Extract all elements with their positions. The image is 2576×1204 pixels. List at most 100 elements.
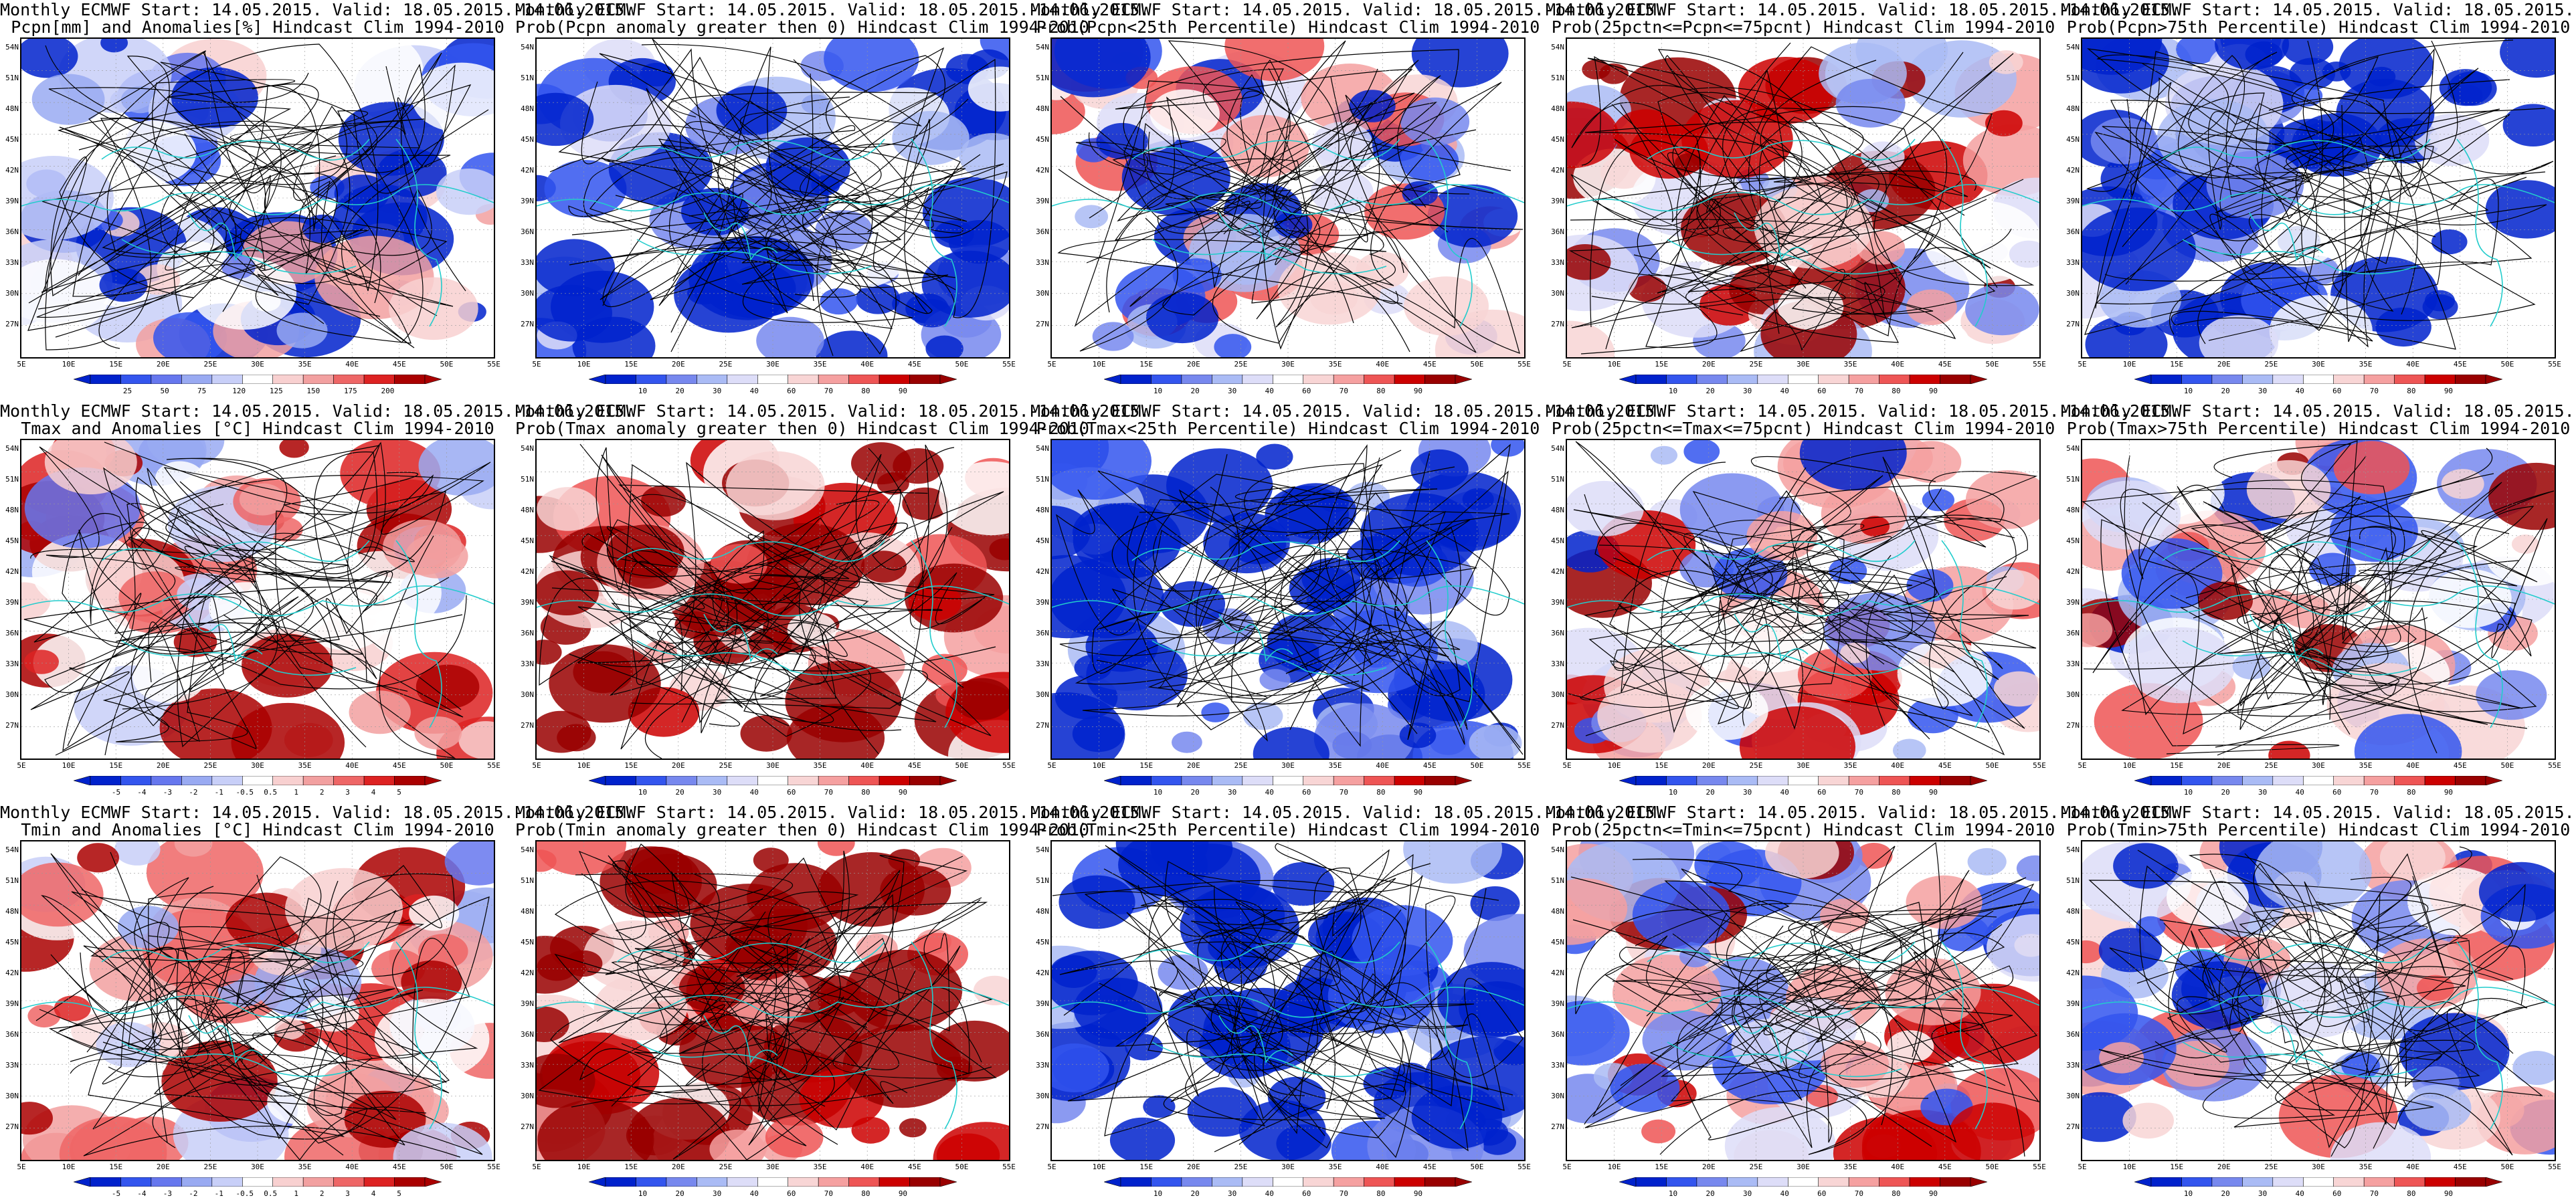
panel-title: Prob(25pctn<=Tmax<=75pcnt) Hindcast Clim… bbox=[1551, 419, 2055, 438]
shaded-region bbox=[2330, 1122, 2431, 1160]
coastline bbox=[636, 1041, 872, 1078]
lon-tick-label: 20E bbox=[1701, 761, 1716, 770]
lat-tick-label: 42N bbox=[2066, 166, 2080, 175]
map-svg bbox=[1052, 841, 1524, 1160]
colorbar-swatch bbox=[2455, 776, 2486, 785]
lon-tick-label: 35E bbox=[298, 360, 312, 369]
colorbar-swatch bbox=[1848, 375, 1880, 384]
lon-tick-label: 35E bbox=[1843, 761, 1857, 770]
colorbar-swatch bbox=[1212, 776, 1243, 785]
contour-line bbox=[2109, 849, 2526, 1053]
shaded-region bbox=[537, 487, 600, 531]
shaded-region bbox=[284, 868, 403, 951]
lon-tick-label: 45E bbox=[392, 1163, 406, 1171]
colorbar-tick-label: 30 bbox=[2258, 1189, 2268, 1198]
colorbar-tick-label: 40 bbox=[749, 387, 759, 395]
contour-line bbox=[1580, 58, 1965, 355]
contour-line bbox=[2135, 524, 2533, 716]
colorbar-tick-label: 60 bbox=[2332, 387, 2342, 395]
shaded-region bbox=[550, 39, 588, 54]
panel-header: Monthly ECMWF Start: 14.05.2015. Valid: … bbox=[0, 803, 635, 822]
colorbar-tick-label: 5 bbox=[397, 1189, 401, 1198]
lon-tick-label: 55E bbox=[1517, 1163, 1531, 1171]
colorbar-swatch bbox=[2272, 776, 2304, 785]
colorbar-swatch bbox=[90, 375, 121, 384]
contour-line bbox=[579, 443, 898, 724]
colorbar-tick-label: 70 bbox=[824, 387, 833, 395]
colorbar-swatch bbox=[363, 1177, 395, 1187]
lat-tick-label: 39N bbox=[1036, 598, 1049, 607]
colorbar bbox=[589, 1177, 957, 1187]
colorbar-swatch bbox=[1696, 375, 1728, 384]
map-svg bbox=[1052, 440, 1524, 759]
lat-tick-label: 42N bbox=[1551, 166, 1564, 175]
lon-tick-label: 40E bbox=[860, 1163, 875, 1171]
coastline bbox=[1131, 941, 1400, 963]
coastline bbox=[1131, 138, 1400, 161]
lon-tick-label: 10E bbox=[577, 761, 591, 770]
colorbar-swatch bbox=[1364, 776, 1395, 785]
colorbar-swatch bbox=[2181, 776, 2213, 785]
shaded-region bbox=[1567, 480, 1644, 536]
colorbar bbox=[1104, 1177, 1472, 1187]
contour-line bbox=[102, 892, 397, 1143]
colorbar-tick-label: 70 bbox=[2369, 387, 2379, 395]
contour-line bbox=[1571, 60, 1956, 339]
colorbar-tick-label: 80 bbox=[1376, 1189, 1386, 1198]
colorbar bbox=[74, 776, 442, 785]
shaded-region bbox=[1567, 878, 1628, 939]
colorbar-tick-label: 90 bbox=[1928, 788, 1938, 797]
colorbar-tick-label: 4 bbox=[371, 1189, 376, 1198]
contour-line bbox=[1610, 490, 2017, 733]
colorbar-tick-label: 30 bbox=[1228, 1189, 1237, 1198]
colorbar-swatch bbox=[2394, 1177, 2425, 1187]
shaded-region bbox=[973, 975, 1009, 1005]
colorbar-tick-label: 80 bbox=[2407, 387, 2416, 395]
contour-line bbox=[1178, 486, 1510, 745]
lon-tick-label: 55E bbox=[1517, 761, 1531, 770]
contour-line bbox=[558, 43, 968, 228]
lon-tick-label: 5E bbox=[532, 360, 541, 369]
shaded-region bbox=[2082, 613, 2113, 647]
shaded-region bbox=[1313, 703, 1414, 759]
contour-line bbox=[1057, 92, 1415, 304]
lon-tick-label: 30E bbox=[2312, 1163, 2325, 1171]
shaded-region bbox=[820, 288, 858, 315]
panel-header: Monthly ECMWF Start: 14.05.2015. Valid: … bbox=[515, 803, 1150, 822]
contour-line bbox=[80, 873, 470, 1078]
contour-line bbox=[1613, 517, 2028, 710]
panel-header: Monthly ECMWF Start: 14.05.2015. Valid: … bbox=[1030, 0, 1665, 19]
shaded-region bbox=[1989, 50, 2023, 74]
lat-tick-label: 48N bbox=[5, 104, 19, 113]
colorbar-tick-label: -3 bbox=[163, 788, 172, 797]
colorbar-svg bbox=[2134, 1177, 2502, 1187]
colorbar-tick-label: -0.5 bbox=[236, 788, 254, 797]
lon-tick-label: 40E bbox=[1891, 761, 1905, 770]
colorbar-tick-label: -1 bbox=[214, 788, 223, 797]
lat-tick-label: 54N bbox=[1036, 43, 1049, 52]
contour-line bbox=[2255, 108, 2500, 286]
shaded-region bbox=[374, 999, 490, 1080]
colorbar-tick-label: 30 bbox=[1743, 1189, 1752, 1198]
shaded-region bbox=[2414, 114, 2490, 167]
colorbar-swatch bbox=[1364, 375, 1395, 384]
shaded-region bbox=[304, 39, 424, 112]
lat-tick-label: 48N bbox=[5, 506, 19, 514]
shaded-region bbox=[1274, 211, 1313, 239]
lat-tick-label: 51N bbox=[1551, 74, 1564, 82]
lon-tick-label: 10E bbox=[1607, 360, 1621, 369]
lon-tick-label: 15E bbox=[624, 1163, 638, 1171]
contour-line bbox=[554, 855, 841, 1014]
colorbar-swatch bbox=[242, 776, 274, 785]
colorbar-tick-label: -2 bbox=[189, 1189, 198, 1198]
lon-tick-label: 40E bbox=[2406, 360, 2420, 369]
shaded-region bbox=[1360, 493, 1479, 577]
lon-tick-label: 25E bbox=[1234, 360, 1248, 369]
colorbar-swatch bbox=[1120, 375, 1152, 384]
panel-title: Prob(Pcpn anomaly greater then 0) Hindca… bbox=[515, 17, 1089, 37]
colorbar bbox=[2134, 375, 2502, 384]
contour-line bbox=[1059, 899, 1430, 1142]
contour-line bbox=[36, 117, 337, 338]
contour-line bbox=[1115, 854, 1414, 1134]
shaded-region bbox=[1356, 252, 1409, 289]
